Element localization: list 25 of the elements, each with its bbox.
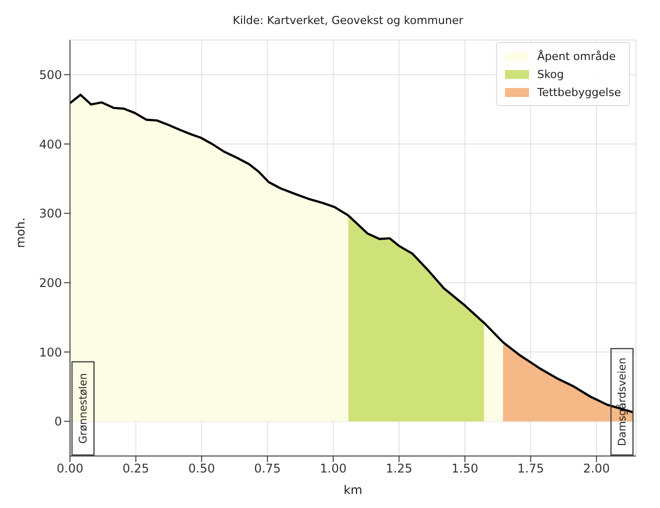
y-tick-label: 200 — [39, 276, 62, 290]
annotation: Damsgårdsveien — [616, 358, 628, 446]
place-label-box: Damsgårdsveien — [610, 348, 634, 456]
y-tick-label: 0 — [54, 414, 62, 429]
legend-label: Åpent område — [537, 50, 616, 62]
y-tick-label: 500 — [39, 68, 62, 82]
place-label-box: Grønnestølen — [71, 361, 95, 456]
y-tick-label: 300 — [39, 206, 62, 221]
legend-label: Tettbebyggelse — [537, 86, 621, 98]
x-tick-label: 0.25 — [122, 462, 150, 476]
x-tick-label: 1.00 — [320, 462, 347, 476]
x-tick-label: 0.50 — [188, 462, 215, 476]
y-tick-label: 100 — [39, 345, 62, 360]
y-tick-label: 400 — [39, 137, 62, 152]
x-tick-label: 0.75 — [254, 462, 281, 476]
annotation: Grønnestølen — [78, 373, 90, 444]
x-tick-label: 1.75 — [517, 462, 544, 476]
legend-label: Skog — [537, 68, 564, 80]
y-axis-title: moh. — [13, 218, 28, 248]
x-axis-title: km — [344, 483, 362, 497]
x-tick-label: 1.25 — [386, 462, 412, 476]
x-tick-label: 2.00 — [583, 462, 610, 476]
x-tick-label: 1.50 — [452, 462, 478, 476]
x-tick-label: 0.00 — [56, 462, 84, 476]
chart-title: Kilde: Kartverket, Geovekst og kommuner — [232, 13, 464, 29]
